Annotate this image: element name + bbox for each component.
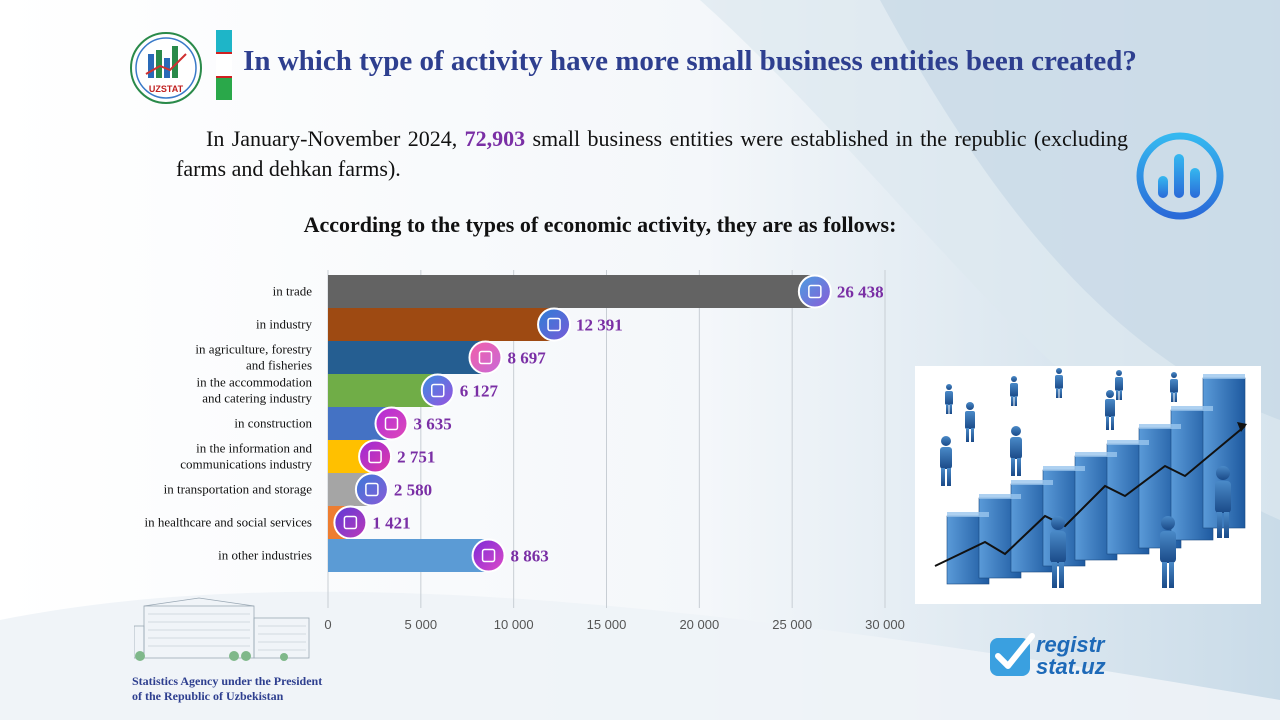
icon-glyph [368,449,382,464]
icon-glyph [343,515,358,530]
value-label: 3 635 [413,415,451,434]
x-tick-label: 10 000 [494,617,534,632]
catering-icon [420,373,455,408]
site-name-line1: registr [1036,632,1106,657]
more-icon [471,538,506,573]
value-label: 8 697 [507,349,546,368]
business-growth-image [915,366,1261,604]
value-label: 26 438 [837,283,884,302]
value-label: 8 863 [511,547,549,566]
total-count: 72,903 [464,126,526,151]
intro-text: In January-November 2024, 72,903 small b… [176,126,1128,181]
farm-icon [468,340,503,375]
icon-glyph [547,317,561,332]
icon-glyph [431,383,445,398]
bar-chart-icon [1136,132,1224,220]
category-label: communications industry [180,457,312,472]
category-label: in agriculture, forestry [195,342,312,357]
value-label: 6 127 [460,382,499,401]
icon-glyph [384,416,399,431]
x-tick-label: 30 000 [865,617,905,632]
construction-icon [374,406,409,441]
bar [328,308,559,341]
category-label: in construction [234,416,312,431]
category-label: in transportation and storage [164,482,313,497]
icon-glyph [808,284,822,299]
x-tick-label: 20 000 [679,617,719,632]
healthcare-icon [333,505,368,540]
network-icon [358,439,393,474]
icon-glyph [481,548,496,563]
bar [328,539,493,572]
store-icon [797,274,832,309]
flag-strip [216,30,232,100]
category-label: in trade [273,284,313,299]
page-title: In which type of activity have more smal… [243,45,1137,77]
registr-stat-logo[interactable]: registr stat.uz [988,632,1133,680]
x-tick-label: 15 000 [587,617,627,632]
bar [328,275,819,308]
category-label: in the information and [196,441,312,456]
category-label: in healthcare and social services [145,515,312,530]
factory-icon [537,307,572,342]
x-tick-label: 0 [324,617,331,632]
uzstat-logo: UZSTAT [130,32,202,104]
site-name-line2: stat.uz [1036,654,1106,679]
category-label: and catering industry [202,391,312,406]
category-label: and fisheries [246,358,312,373]
value-label: 12 391 [576,316,623,335]
x-tick-label: 5 000 [405,617,438,632]
chart-subtitle: According to the types of economic activ… [303,212,897,237]
category-label: in industry [256,317,312,332]
icon-glyph [478,350,493,365]
agency-name: Statistics Agency under the President of… [132,674,323,703]
logo-text: UZSTAT [149,84,184,94]
truck-icon [354,472,389,507]
category-label: in the accommodation [196,375,312,390]
value-label: 2 580 [394,481,432,500]
bar [328,341,490,374]
x-tick-label: 25 000 [772,617,812,632]
value-label: 2 751 [397,448,435,467]
icon-glyph [365,482,379,497]
value-label: 1 421 [372,514,410,533]
building-illustration [134,597,310,661]
category-label: in other industries [218,548,312,563]
